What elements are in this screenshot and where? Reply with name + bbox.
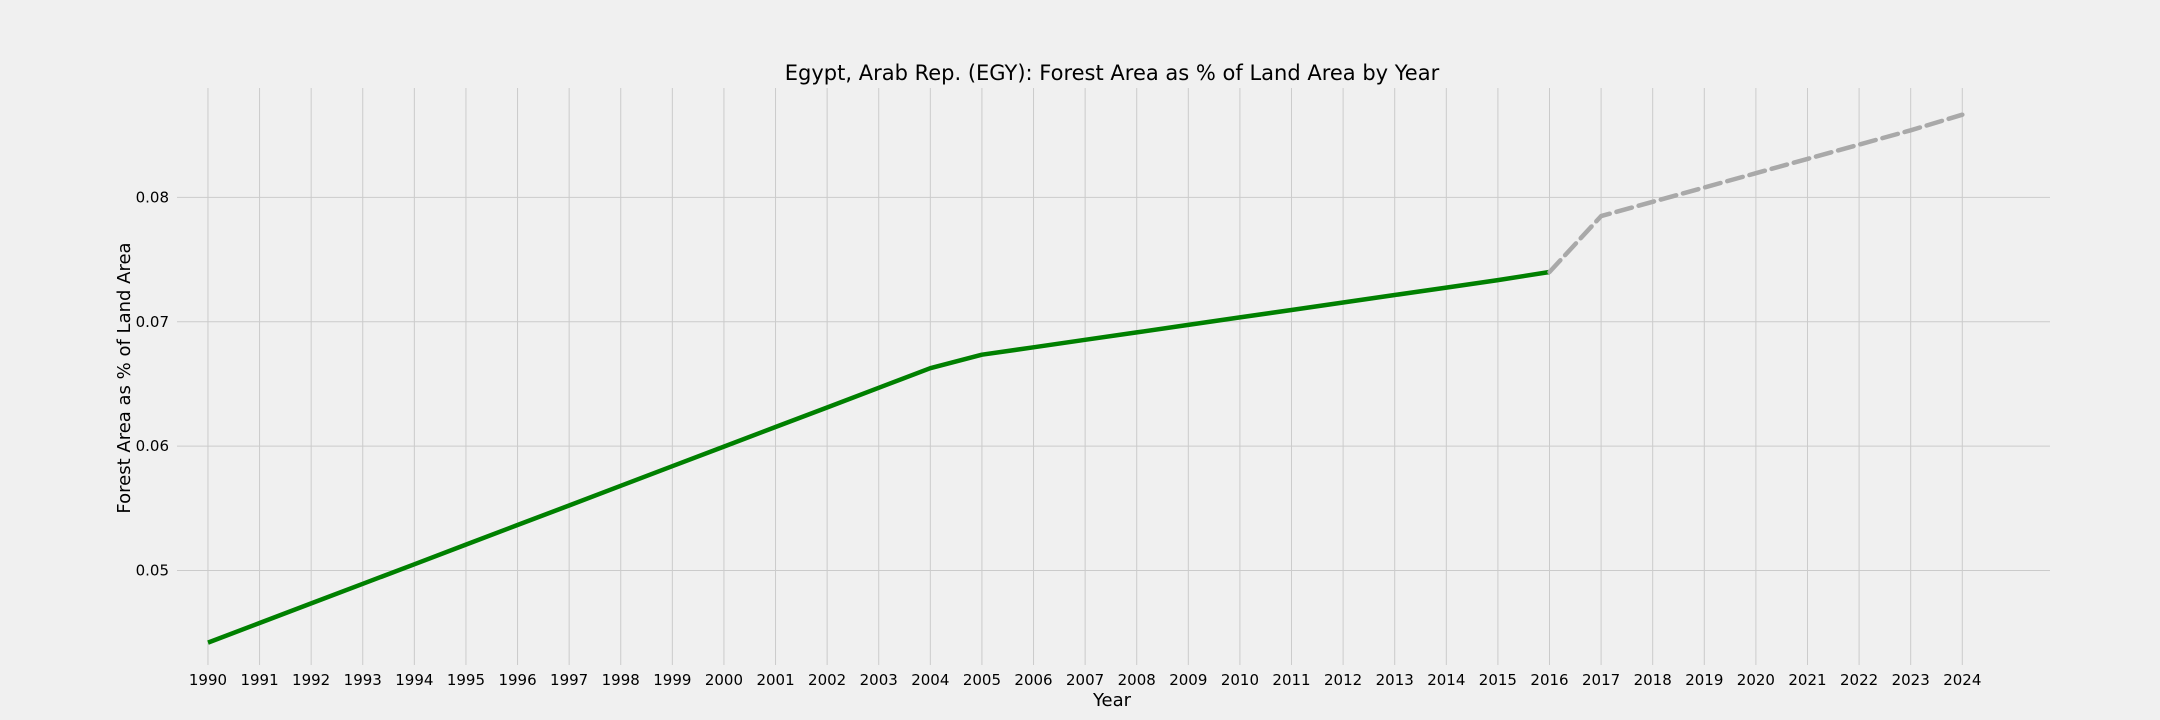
x-tick-label: 2013 <box>1376 671 1414 689</box>
y-tick-label: 0.08 <box>136 188 169 206</box>
x-tick-label: 1995 <box>447 671 485 689</box>
x-tick-label: 1999 <box>653 671 691 689</box>
x-tick-label: 2002 <box>808 671 846 689</box>
x-tick-label: 1992 <box>292 671 330 689</box>
y-tick-label: 0.07 <box>136 313 169 331</box>
x-tick-label: 2023 <box>1892 671 1930 689</box>
x-tick-label: 2009 <box>1169 671 1207 689</box>
x-tick-label: 1997 <box>550 671 588 689</box>
x-tick-label: 2004 <box>911 671 949 689</box>
x-tick-labels: 1990 1991 1992 1993 1994 1995 1996 1997 1998 1999… <box>189 671 1982 689</box>
x-tick-label: 2019 <box>1685 671 1723 689</box>
chart-title: Egypt, Arab Rep. (EGY): Forest Area as %… <box>785 61 1440 85</box>
x-tick-label: 1993 <box>344 671 382 689</box>
x-tick-label: 2011 <box>1272 671 1310 689</box>
projection-series-line <box>1547 112 1965 275</box>
y-tick-labels: 0.05 0.06 0.07 0.08 <box>136 188 169 579</box>
x-tick-label: 2017 <box>1582 671 1620 689</box>
x-tick-label: 2016 <box>1530 671 1568 689</box>
y-tick-label: 0.05 <box>136 561 169 579</box>
x-tick-label: 2007 <box>1066 671 1104 689</box>
x-tick-label: 1990 <box>189 671 227 689</box>
x-tick-label: 2021 <box>1788 671 1826 689</box>
x-tick-label: 1996 <box>498 671 536 689</box>
y-axis-label: Forest Area as % of Land Area <box>114 242 135 513</box>
x-gridlines <box>207 88 1963 665</box>
actual-series-line <box>207 269 1550 645</box>
y-gridlines <box>177 196 2050 571</box>
x-tick-label: 2010 <box>1221 671 1259 689</box>
x-tick-label: 1998 <box>602 671 640 689</box>
x-tick-label: 2000 <box>705 671 743 689</box>
x-tick-label: 2003 <box>860 671 898 689</box>
x-tick-label: 2012 <box>1324 671 1362 689</box>
x-tick-label: 1991 <box>240 671 278 689</box>
series-layer <box>207 112 1965 645</box>
x-tick-label: 2005 <box>963 671 1001 689</box>
x-tick-label: 2022 <box>1840 671 1878 689</box>
x-tick-label: 2018 <box>1634 671 1672 689</box>
x-tick-label: 2008 <box>1118 671 1156 689</box>
x-axis-label: Year <box>1092 690 1132 711</box>
x-tick-label: 2015 <box>1479 671 1517 689</box>
y-tick-label: 0.06 <box>136 437 169 455</box>
x-tick-label: 2014 <box>1427 671 1465 689</box>
x-tick-label: 2001 <box>756 671 794 689</box>
x-tick-label: 2020 <box>1737 671 1775 689</box>
x-tick-label: 2024 <box>1943 671 1981 689</box>
x-tick-label: 1994 <box>395 671 433 689</box>
x-tick-label: 2006 <box>1014 671 1052 689</box>
